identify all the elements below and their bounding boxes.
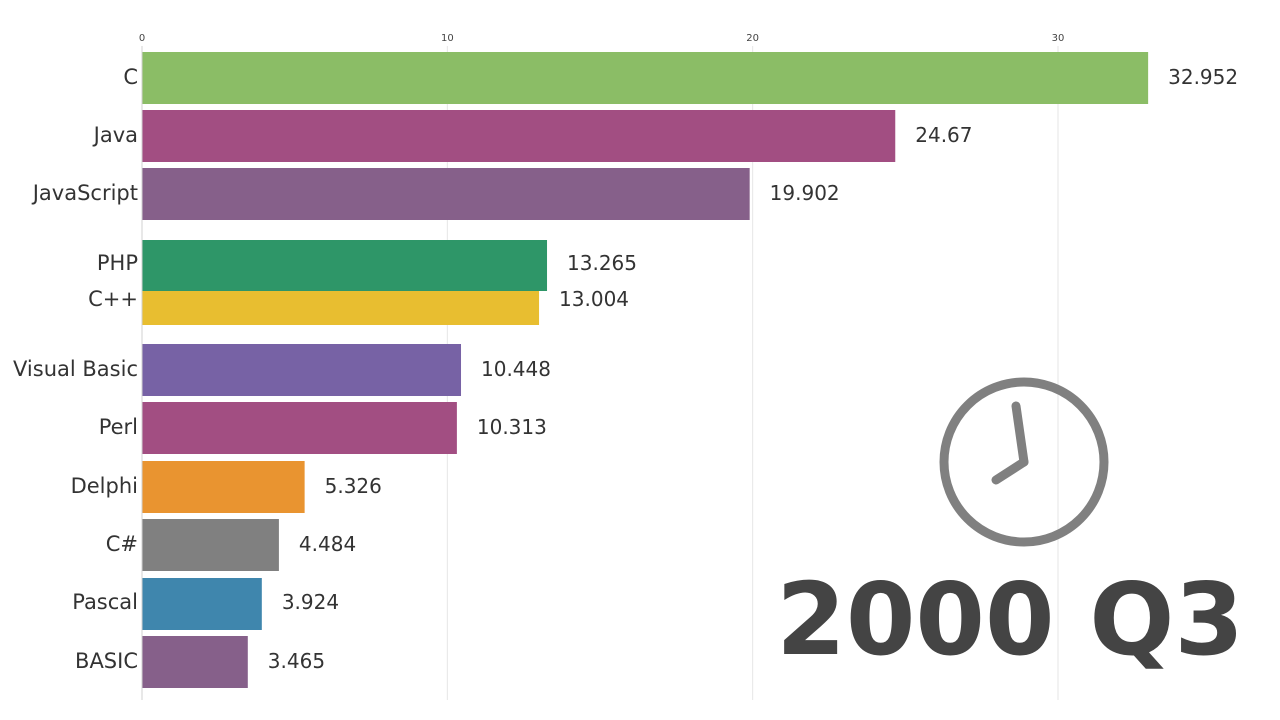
category-label: JavaScript <box>31 181 138 205</box>
data-label: 3.465 <box>268 649 325 673</box>
bar-javascript <box>142 168 750 220</box>
bar-visual-basic <box>142 344 462 396</box>
category-label: BASIC <box>75 649 138 673</box>
category-label: C# <box>106 532 138 556</box>
x-tick-label: 30 <box>1052 33 1065 44</box>
bar-php <box>142 240 548 291</box>
bar-java <box>142 110 896 162</box>
category-label: Visual Basic <box>13 357 138 381</box>
category-labels: C Java JavaScript PHP C++ Visual Basic Perl Del… <box>13 65 138 673</box>
bars <box>142 52 1149 688</box>
data-label: 10.448 <box>481 357 551 381</box>
data-label: 3.924 <box>282 590 339 614</box>
data-label: 4.484 <box>299 532 356 556</box>
clock-icon <box>939 377 1109 547</box>
bar-c- <box>142 519 279 571</box>
bar-perl <box>142 402 457 454</box>
bar-c <box>142 52 1149 104</box>
data-label: 5.326 <box>325 474 382 498</box>
bar-basic <box>142 636 248 688</box>
data-label: 13.265 <box>567 251 637 275</box>
category-label: C++ <box>88 287 138 311</box>
bar-c- <box>142 291 540 325</box>
x-tick-label: 0 <box>139 33 145 44</box>
category-label: Pascal <box>72 590 138 614</box>
bar-delphi <box>142 461 305 513</box>
x-tick-label: 20 <box>746 33 759 44</box>
category-label: C <box>123 65 138 89</box>
category-label: Java <box>92 123 138 147</box>
data-label: 32.952 <box>1168 65 1238 89</box>
category-label: PHP <box>97 251 138 275</box>
value-labels: 32.952 24.67 19.902 13.265 13.004 10.448 10.31… <box>268 65 1238 673</box>
data-label: 13.004 <box>559 287 629 311</box>
period-label: 2000 Q3 <box>776 561 1244 678</box>
bar-pascal <box>142 578 262 630</box>
data-label: 10.313 <box>477 415 547 439</box>
data-label: 19.902 <box>770 181 840 205</box>
data-label: 24.67 <box>915 123 972 147</box>
category-label: Perl <box>99 415 138 439</box>
x-tick-label: 10 <box>441 33 454 44</box>
category-label: Delphi <box>71 474 138 498</box>
